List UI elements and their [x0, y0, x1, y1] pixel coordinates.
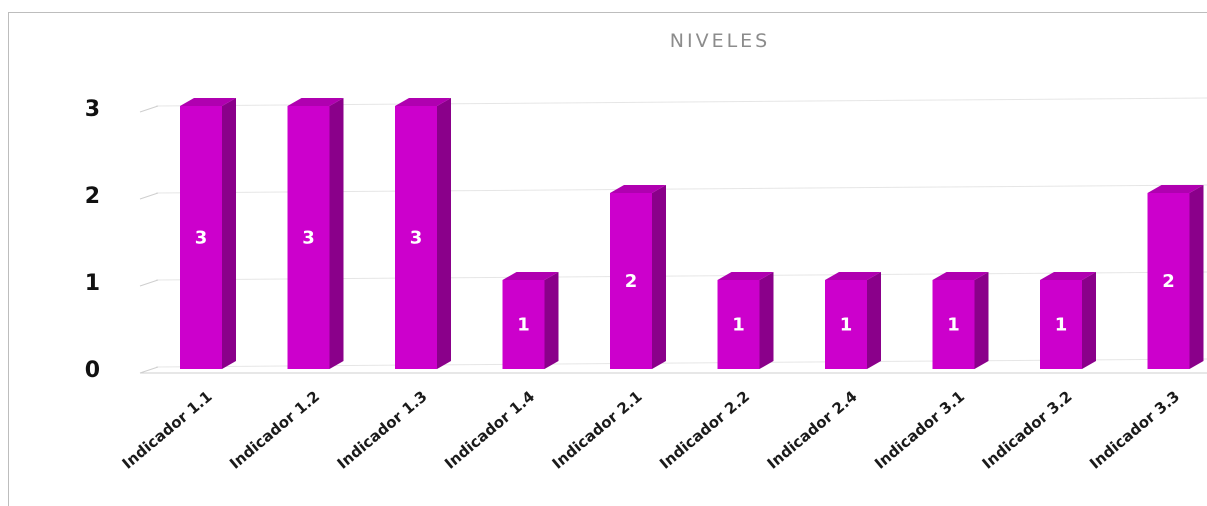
- x-tick-label: Indicador 2.4: [764, 387, 861, 472]
- bar-front: [395, 106, 437, 369]
- gridline-depth: [139, 105, 159, 113]
- bar-side: [974, 272, 989, 369]
- bar: 3: [287, 98, 344, 369]
- bar-side: [867, 272, 881, 369]
- x-tick-label: Indicador 3.2: [979, 387, 1076, 472]
- bars: 3 3 3 1 2 1 1 1 1 2: [180, 98, 1204, 369]
- bar-top: [180, 98, 236, 106]
- x-tick-label: Indicador 2.2: [656, 387, 753, 472]
- bar-front: [1147, 193, 1190, 369]
- bar-front: [932, 280, 975, 369]
- data-label: 1: [732, 315, 745, 336]
- x-tick-label: Indicador 3.1: [871, 387, 968, 472]
- bar-front: [717, 280, 760, 369]
- data-label: 2: [625, 271, 638, 292]
- x-tick-label: Indicador 1.2: [226, 387, 323, 472]
- bar: 1: [932, 272, 989, 369]
- bar: 1: [1040, 272, 1096, 369]
- bar-front: [180, 106, 222, 369]
- bar: 3: [180, 98, 236, 369]
- bar: 2: [610, 185, 666, 369]
- bar: 3: [395, 98, 451, 369]
- chart-title: NIVELES: [669, 30, 771, 52]
- data-label: 1: [947, 315, 960, 336]
- data-label: 3: [195, 228, 208, 249]
- bar-top: [610, 185, 666, 193]
- bar-side: [1189, 185, 1204, 369]
- bar-front: [610, 193, 652, 369]
- bar-top: [717, 272, 774, 280]
- data-label: 1: [517, 315, 530, 336]
- data-label: 3: [302, 228, 315, 249]
- gridline-depth: [139, 366, 159, 374]
- bar-side: [759, 272, 774, 369]
- data-label: 2: [1162, 271, 1175, 292]
- y-tick-label: 2: [85, 184, 100, 209]
- x-axis: Indicador 1.1 Indicador 1.2 Indicador 1.3 I…: [119, 387, 1183, 472]
- bar: 1: [717, 272, 774, 369]
- bar-front: [502, 280, 545, 369]
- bar-side: [652, 185, 666, 369]
- x-tick-label: Indicador 3.3: [1086, 387, 1183, 472]
- y-axis: 0 1 2 3: [85, 97, 100, 383]
- data-label: 1: [840, 315, 853, 336]
- bar-top: [1040, 272, 1096, 280]
- y-tick-label: 1: [85, 271, 100, 296]
- data-label: 3: [410, 228, 423, 249]
- bar-front: [825, 280, 867, 369]
- bar-side: [1082, 272, 1096, 369]
- gridline-depth: [139, 279, 159, 287]
- x-tick-label: Indicador 1.3: [334, 387, 431, 472]
- bar-top: [395, 98, 451, 106]
- y-tick-label: 0: [85, 358, 100, 383]
- bar: 1: [502, 272, 559, 369]
- bar-front: [1040, 280, 1082, 369]
- data-label: 1: [1055, 315, 1068, 336]
- x-tick-label: Indicador 2.1: [549, 387, 646, 472]
- bar-top: [825, 272, 881, 280]
- bar: 2: [1147, 185, 1204, 369]
- bar-side: [222, 98, 236, 369]
- x-tick-label: Indicador 1.1: [119, 387, 216, 472]
- chart-frame: [8, 12, 1207, 506]
- bar-top: [502, 272, 559, 280]
- bar-top: [932, 272, 989, 280]
- bar: 1: [825, 272, 881, 369]
- bar-top: [1147, 185, 1204, 193]
- bar-side: [544, 272, 559, 369]
- bar-top: [287, 98, 344, 106]
- bar-front: [287, 106, 330, 369]
- y-tick-label: 3: [85, 97, 100, 122]
- bar-side: [329, 98, 344, 369]
- x-tick-label: Indicador 1.4: [441, 387, 538, 472]
- gridline-depth: [139, 192, 159, 200]
- bar-side: [437, 98, 451, 369]
